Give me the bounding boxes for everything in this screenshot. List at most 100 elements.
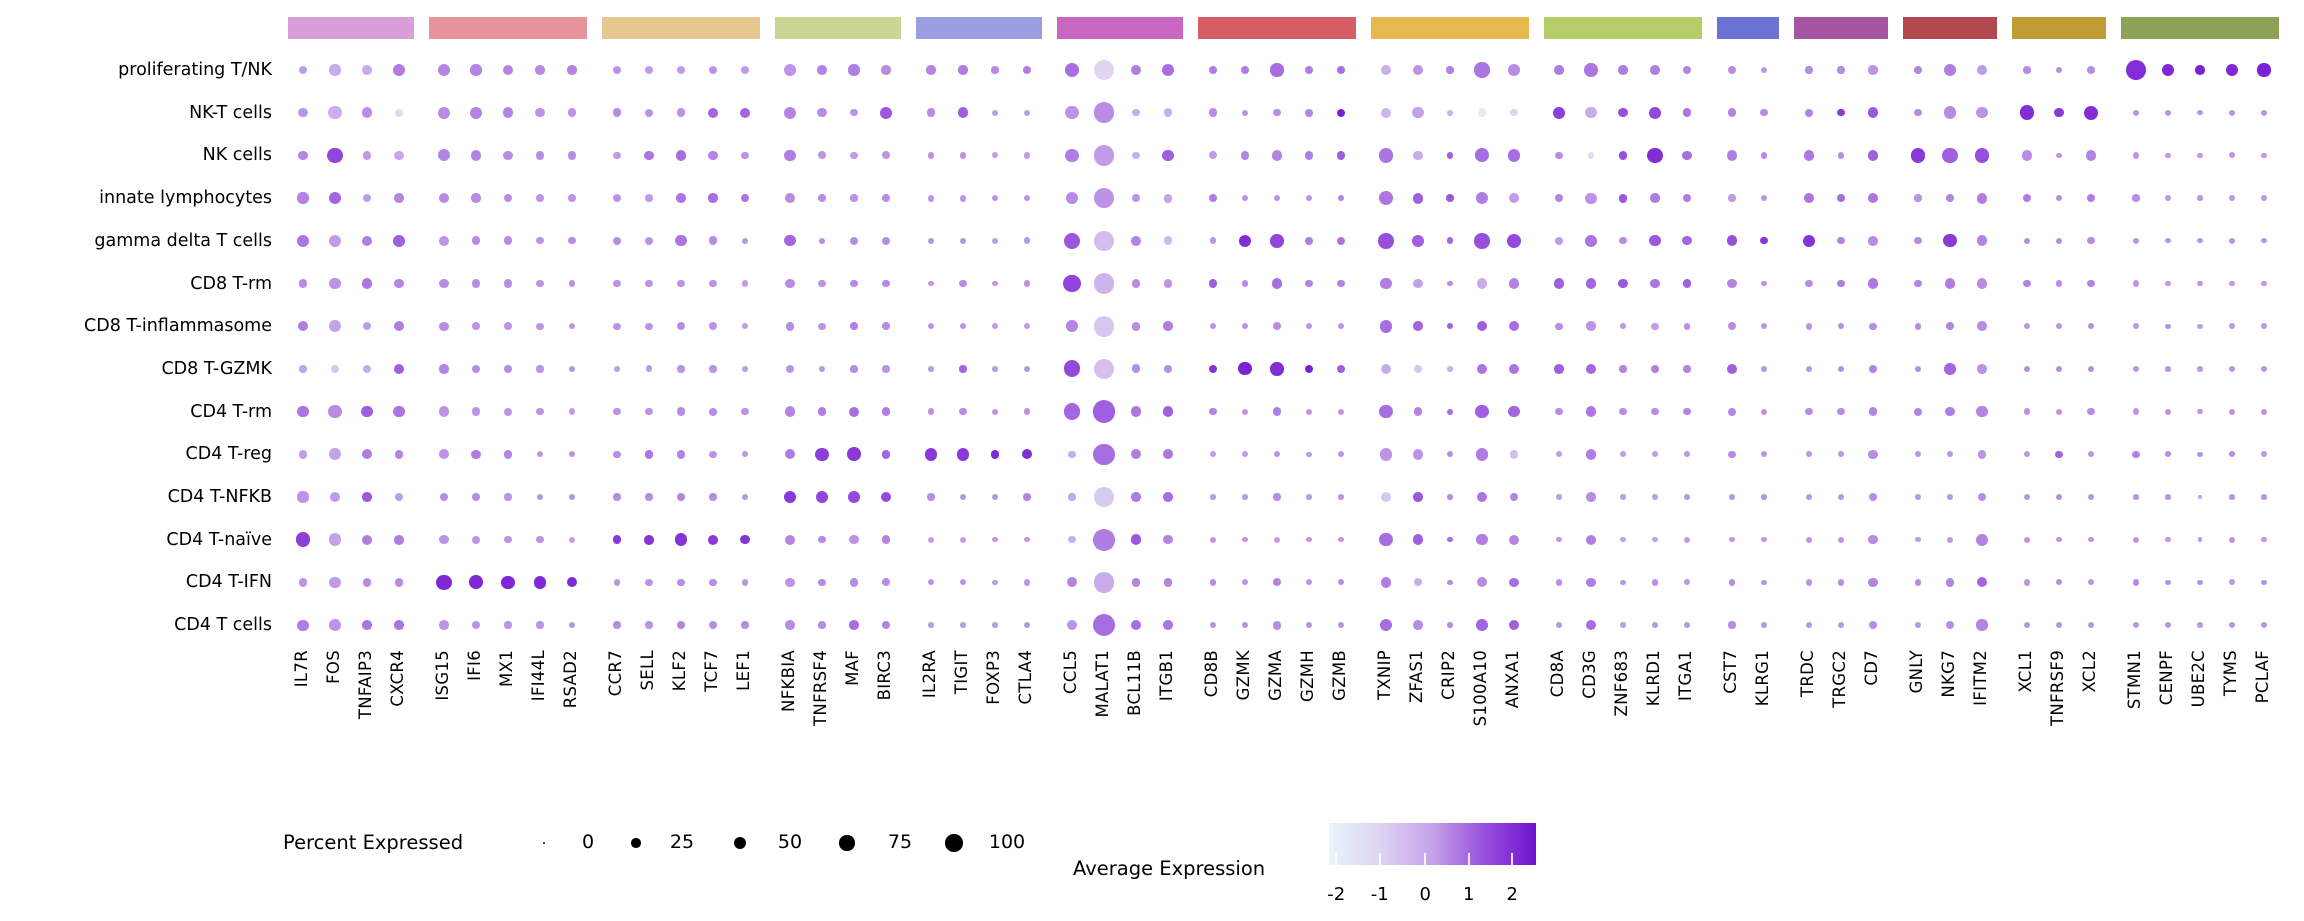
dot (2261, 323, 2267, 330)
dot (959, 151, 967, 159)
dot (644, 449, 654, 459)
dot (741, 493, 749, 501)
row-label: CD4 T-naïve (166, 529, 272, 550)
dot (1553, 278, 1565, 289)
dot (2165, 109, 2171, 116)
gene-label: ITGB1 (1157, 650, 1176, 702)
dot (536, 536, 544, 544)
dot (1066, 577, 1078, 588)
dot (1163, 620, 1173, 630)
dot (1682, 108, 1692, 117)
gene-label: CTLA4 (1016, 650, 1035, 705)
dot (1555, 579, 1563, 586)
dot (1304, 151, 1314, 160)
dot (1379, 533, 1393, 547)
dot (1943, 106, 1957, 120)
dot (2229, 237, 2235, 244)
dot (2087, 407, 2095, 416)
dot (1447, 537, 1453, 543)
dot (1447, 323, 1453, 330)
dot (1412, 534, 1424, 545)
row-label: NK-T cells (189, 102, 272, 123)
dot (471, 407, 481, 416)
dot (741, 621, 749, 629)
dot (1914, 621, 1922, 629)
dot (1241, 323, 1249, 330)
dot (1508, 363, 1520, 374)
gene-group-bar-6 (1198, 17, 1356, 39)
dot (393, 363, 405, 374)
dot (1509, 492, 1519, 502)
dot (1338, 494, 1344, 500)
dot (849, 620, 859, 630)
dot (1023, 109, 1031, 116)
dot (436, 574, 452, 591)
dot (882, 151, 890, 160)
dot (818, 237, 826, 244)
percent-legend-dot (839, 835, 855, 851)
dot (676, 322, 686, 331)
gene-label: ZFAS1 (1407, 650, 1426, 704)
dot (2023, 323, 2031, 330)
dot (1945, 321, 1955, 331)
dot (1208, 65, 1218, 75)
dot (613, 621, 621, 629)
dot (959, 279, 967, 288)
dot (1379, 319, 1393, 333)
dot (1684, 536, 1690, 543)
dot (709, 407, 717, 416)
dot (960, 579, 966, 586)
dot (1729, 494, 1735, 500)
dot (1837, 194, 1845, 203)
dot (504, 621, 512, 629)
gene-group-bar-8 (1544, 17, 1702, 39)
dot (1412, 64, 1424, 76)
dot (1208, 193, 1218, 203)
dot (1838, 536, 1844, 543)
dot (1474, 62, 1490, 78)
dot (1760, 152, 1768, 159)
dot (362, 193, 372, 203)
dot (2165, 323, 2171, 329)
dot (2056, 579, 2062, 586)
dot (1094, 231, 1114, 251)
dot (992, 109, 998, 116)
dot (568, 408, 576, 415)
dot (1305, 364, 1313, 373)
dot (1273, 322, 1281, 330)
dot (1944, 278, 1956, 289)
dot (1726, 149, 1738, 161)
dot (536, 194, 544, 203)
gene-label: GZMH (1298, 650, 1317, 702)
dot (2197, 238, 2203, 244)
dot (1618, 107, 1628, 118)
dot (1337, 364, 1345, 373)
gene-group-bar-0 (288, 17, 414, 39)
gene-label: TYMS (2221, 650, 2240, 697)
dot (1413, 150, 1423, 160)
dot (645, 322, 653, 330)
dot (1650, 65, 1660, 75)
dot (1509, 449, 1519, 459)
dot (1683, 66, 1691, 74)
dot (2261, 622, 2267, 629)
dot (569, 536, 575, 543)
dot (1944, 64, 1956, 76)
dot (1271, 278, 1283, 289)
dot (2088, 537, 2094, 543)
dot (612, 108, 622, 118)
dot (1977, 492, 1987, 502)
dot (568, 194, 576, 203)
dot (1508, 278, 1520, 289)
dot (1619, 407, 1627, 416)
dot (1163, 236, 1173, 246)
dot (2086, 193, 2096, 203)
dot (1652, 451, 1658, 458)
dot (2088, 451, 2094, 458)
dot (2055, 450, 2063, 458)
dot (613, 579, 621, 586)
dot (2261, 579, 2267, 586)
dot (956, 447, 970, 461)
dot (613, 236, 621, 245)
dot (1092, 400, 1116, 423)
